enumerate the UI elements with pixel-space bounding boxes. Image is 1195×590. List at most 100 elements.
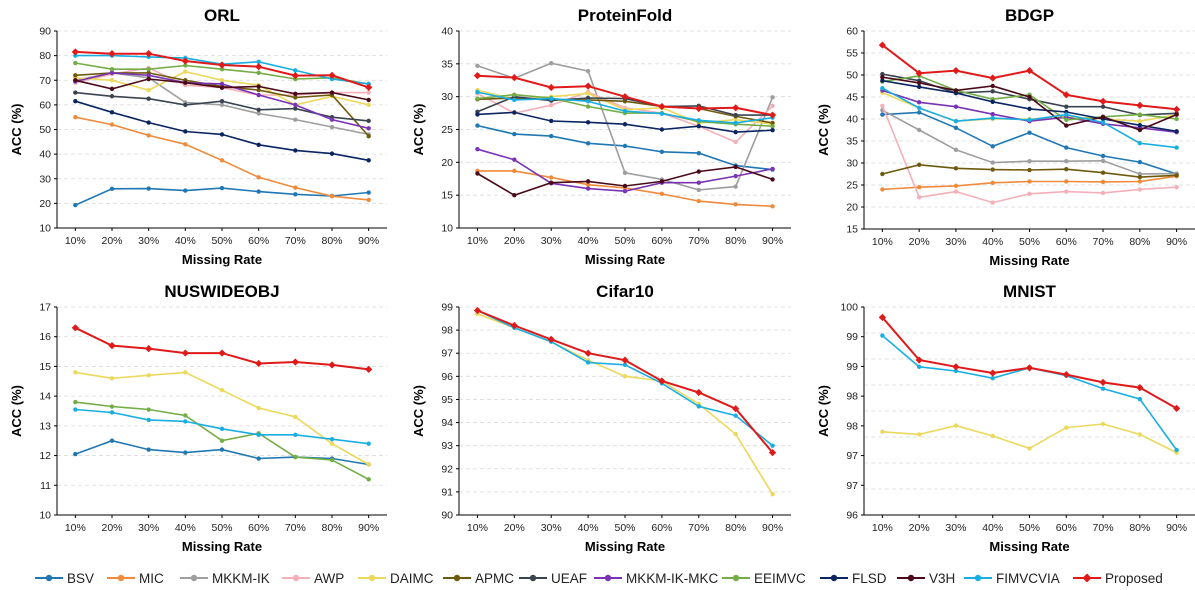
data-point (1100, 153, 1106, 159)
data-point (733, 431, 738, 437)
data-point (916, 364, 922, 369)
y-tick-label: 99 (846, 361, 858, 373)
data-point (952, 363, 960, 371)
data-point (366, 197, 371, 203)
data-point (329, 117, 335, 122)
data-point (1100, 120, 1106, 125)
x-tick-label: 80% (725, 522, 746, 534)
legend-label: FLSD (852, 571, 887, 586)
data-point (183, 63, 188, 68)
series-flsd (475, 110, 775, 135)
x-tick-label: 90% (358, 522, 379, 534)
data-point (512, 92, 517, 97)
subplot-mnist: 96 97 97 98 98 99 99 100 10% 20% 30% 40% 50% 60% 70% 80… (816, 282, 1195, 554)
legend-item-bsv: BSV (35, 571, 94, 586)
data-point (256, 432, 261, 437)
data-point (878, 41, 886, 49)
data-point (1064, 145, 1069, 150)
data-point (219, 81, 225, 87)
data-point (953, 189, 959, 194)
data-point (183, 69, 188, 74)
series-awp (880, 103, 1179, 205)
series-fimvcvia (475, 89, 775, 126)
x-tick-label: 90% (762, 522, 783, 534)
x-tick-label: 60% (248, 522, 269, 534)
series-mic (880, 174, 1179, 192)
series-proposed (71, 324, 373, 373)
data-point (475, 63, 480, 69)
data-point (1062, 371, 1070, 379)
data-point (880, 112, 885, 117)
series-daimc (880, 421, 1179, 455)
data-point (880, 78, 885, 83)
data-point (365, 83, 373, 91)
data-point (366, 90, 371, 95)
legend-item-ueaf: UEAF (519, 571, 587, 586)
legend-marker (974, 574, 982, 582)
legend-marker (907, 574, 915, 582)
data-point (585, 141, 591, 146)
x-tick-label: 50% (211, 235, 232, 247)
data-point (990, 433, 995, 439)
y-tick-label: 99 (846, 331, 858, 343)
data-point (990, 99, 995, 105)
data-point (990, 167, 995, 172)
data-point (109, 410, 115, 415)
data-point (1064, 117, 1069, 123)
data-point (658, 377, 666, 385)
subplot-proteinfold: 10 15 20 25 30 35 40 10% 20% 30% 40% 50% 60% 70% 80% 90… (411, 6, 791, 267)
legend-marker (453, 574, 461, 582)
x-axis-label: Missing Rate (585, 252, 665, 267)
y-axis-label: ACC (%) (9, 385, 24, 437)
data-point (585, 68, 591, 74)
data-point (108, 342, 116, 350)
y-tick-label: 97 (441, 348, 453, 360)
x-tick-label: 10% (872, 522, 893, 534)
data-point (1027, 179, 1032, 184)
subplot-cifar10: 90 91 92 93 94 95 96 97 98 99 10% 20% 30% 40% 50% 60% 70… (411, 282, 791, 554)
data-point (293, 102, 298, 108)
legend-item-proposed: Proposed (1073, 571, 1163, 586)
data-point (256, 107, 261, 113)
y-tick-label: 60 (846, 26, 858, 38)
x-tick-label: 60% (1056, 522, 1077, 534)
data-point (1174, 116, 1179, 122)
data-point (109, 94, 115, 99)
x-tick-label: 40% (982, 236, 1003, 248)
data-point (146, 120, 151, 125)
data-point (770, 166, 775, 172)
data-point (585, 95, 591, 101)
data-point (1173, 404, 1181, 412)
y-tick-label: 55 (846, 48, 858, 60)
data-point (1064, 179, 1069, 184)
data-point (584, 349, 592, 357)
series-line (74, 326, 369, 371)
y-tick-label: 30 (39, 173, 51, 185)
data-point (1064, 166, 1069, 172)
data-point (768, 449, 777, 457)
series-fimvcvia (73, 407, 371, 446)
data-point (733, 120, 738, 126)
legend-label: Proposed (1105, 571, 1163, 586)
data-point (73, 399, 78, 405)
series-proposed (473, 306, 777, 457)
data-point (1137, 179, 1143, 184)
data-point (733, 184, 738, 189)
subplot-title: Cifar10 (596, 282, 654, 301)
data-point (622, 189, 628, 194)
x-tick-label: 50% (614, 235, 635, 247)
series-bsv (73, 185, 371, 208)
data-point (770, 127, 775, 133)
data-point (73, 370, 78, 375)
data-point (146, 373, 151, 378)
x-tick-label: 50% (211, 522, 232, 534)
data-point (146, 76, 151, 82)
legend-marker (190, 574, 198, 582)
data-point (549, 180, 554, 185)
data-point (1137, 432, 1143, 437)
x-tick-label: 80% (321, 235, 342, 247)
data-point (329, 194, 335, 199)
data-point (146, 66, 151, 72)
data-point (696, 150, 701, 156)
data-point (1064, 189, 1069, 194)
